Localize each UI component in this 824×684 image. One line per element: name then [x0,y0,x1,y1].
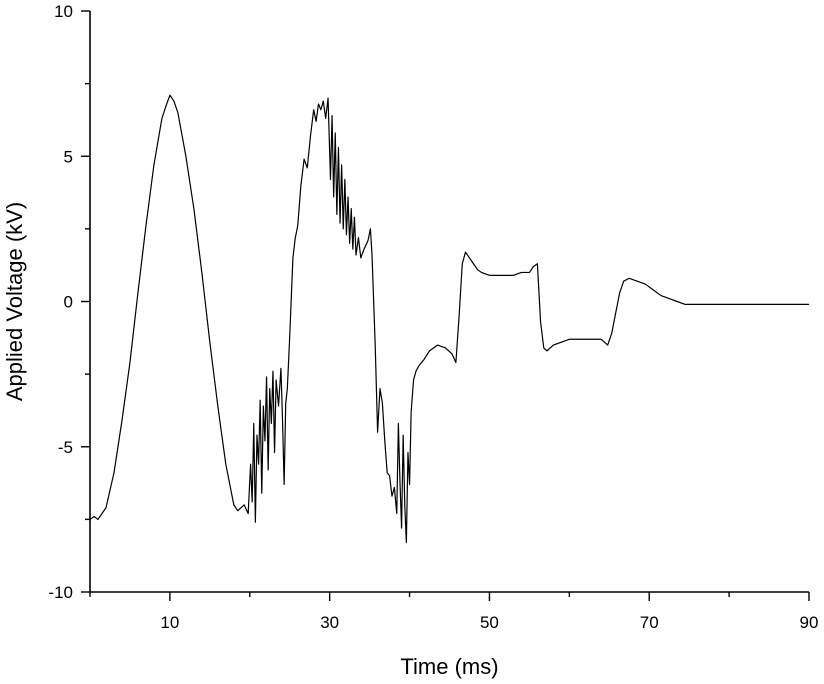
x-tick-label: 10 [160,613,179,632]
tick-labels: 10 30 50 70 90 -10 -5 0 5 10 [48,2,818,632]
x-axis-title: Time (ms) [400,654,498,679]
y-tick-label: 10 [54,2,73,21]
y-axis-title: Applied Voltage (kV) [2,202,27,401]
y-tick-label: 0 [64,293,73,312]
series-line-0 [89,94,809,544]
y-tick-label: 5 [64,147,73,166]
y-tick-label: -5 [58,438,73,457]
x-tick-label: 30 [320,613,339,632]
x-tick-label: 90 [800,613,819,632]
x-tick-label: 50 [480,613,499,632]
axes [89,11,809,593]
y-tick-label: -10 [48,583,73,602]
plot-area [89,94,809,544]
x-tick-label: 70 [640,613,659,632]
ticks [81,10,810,601]
